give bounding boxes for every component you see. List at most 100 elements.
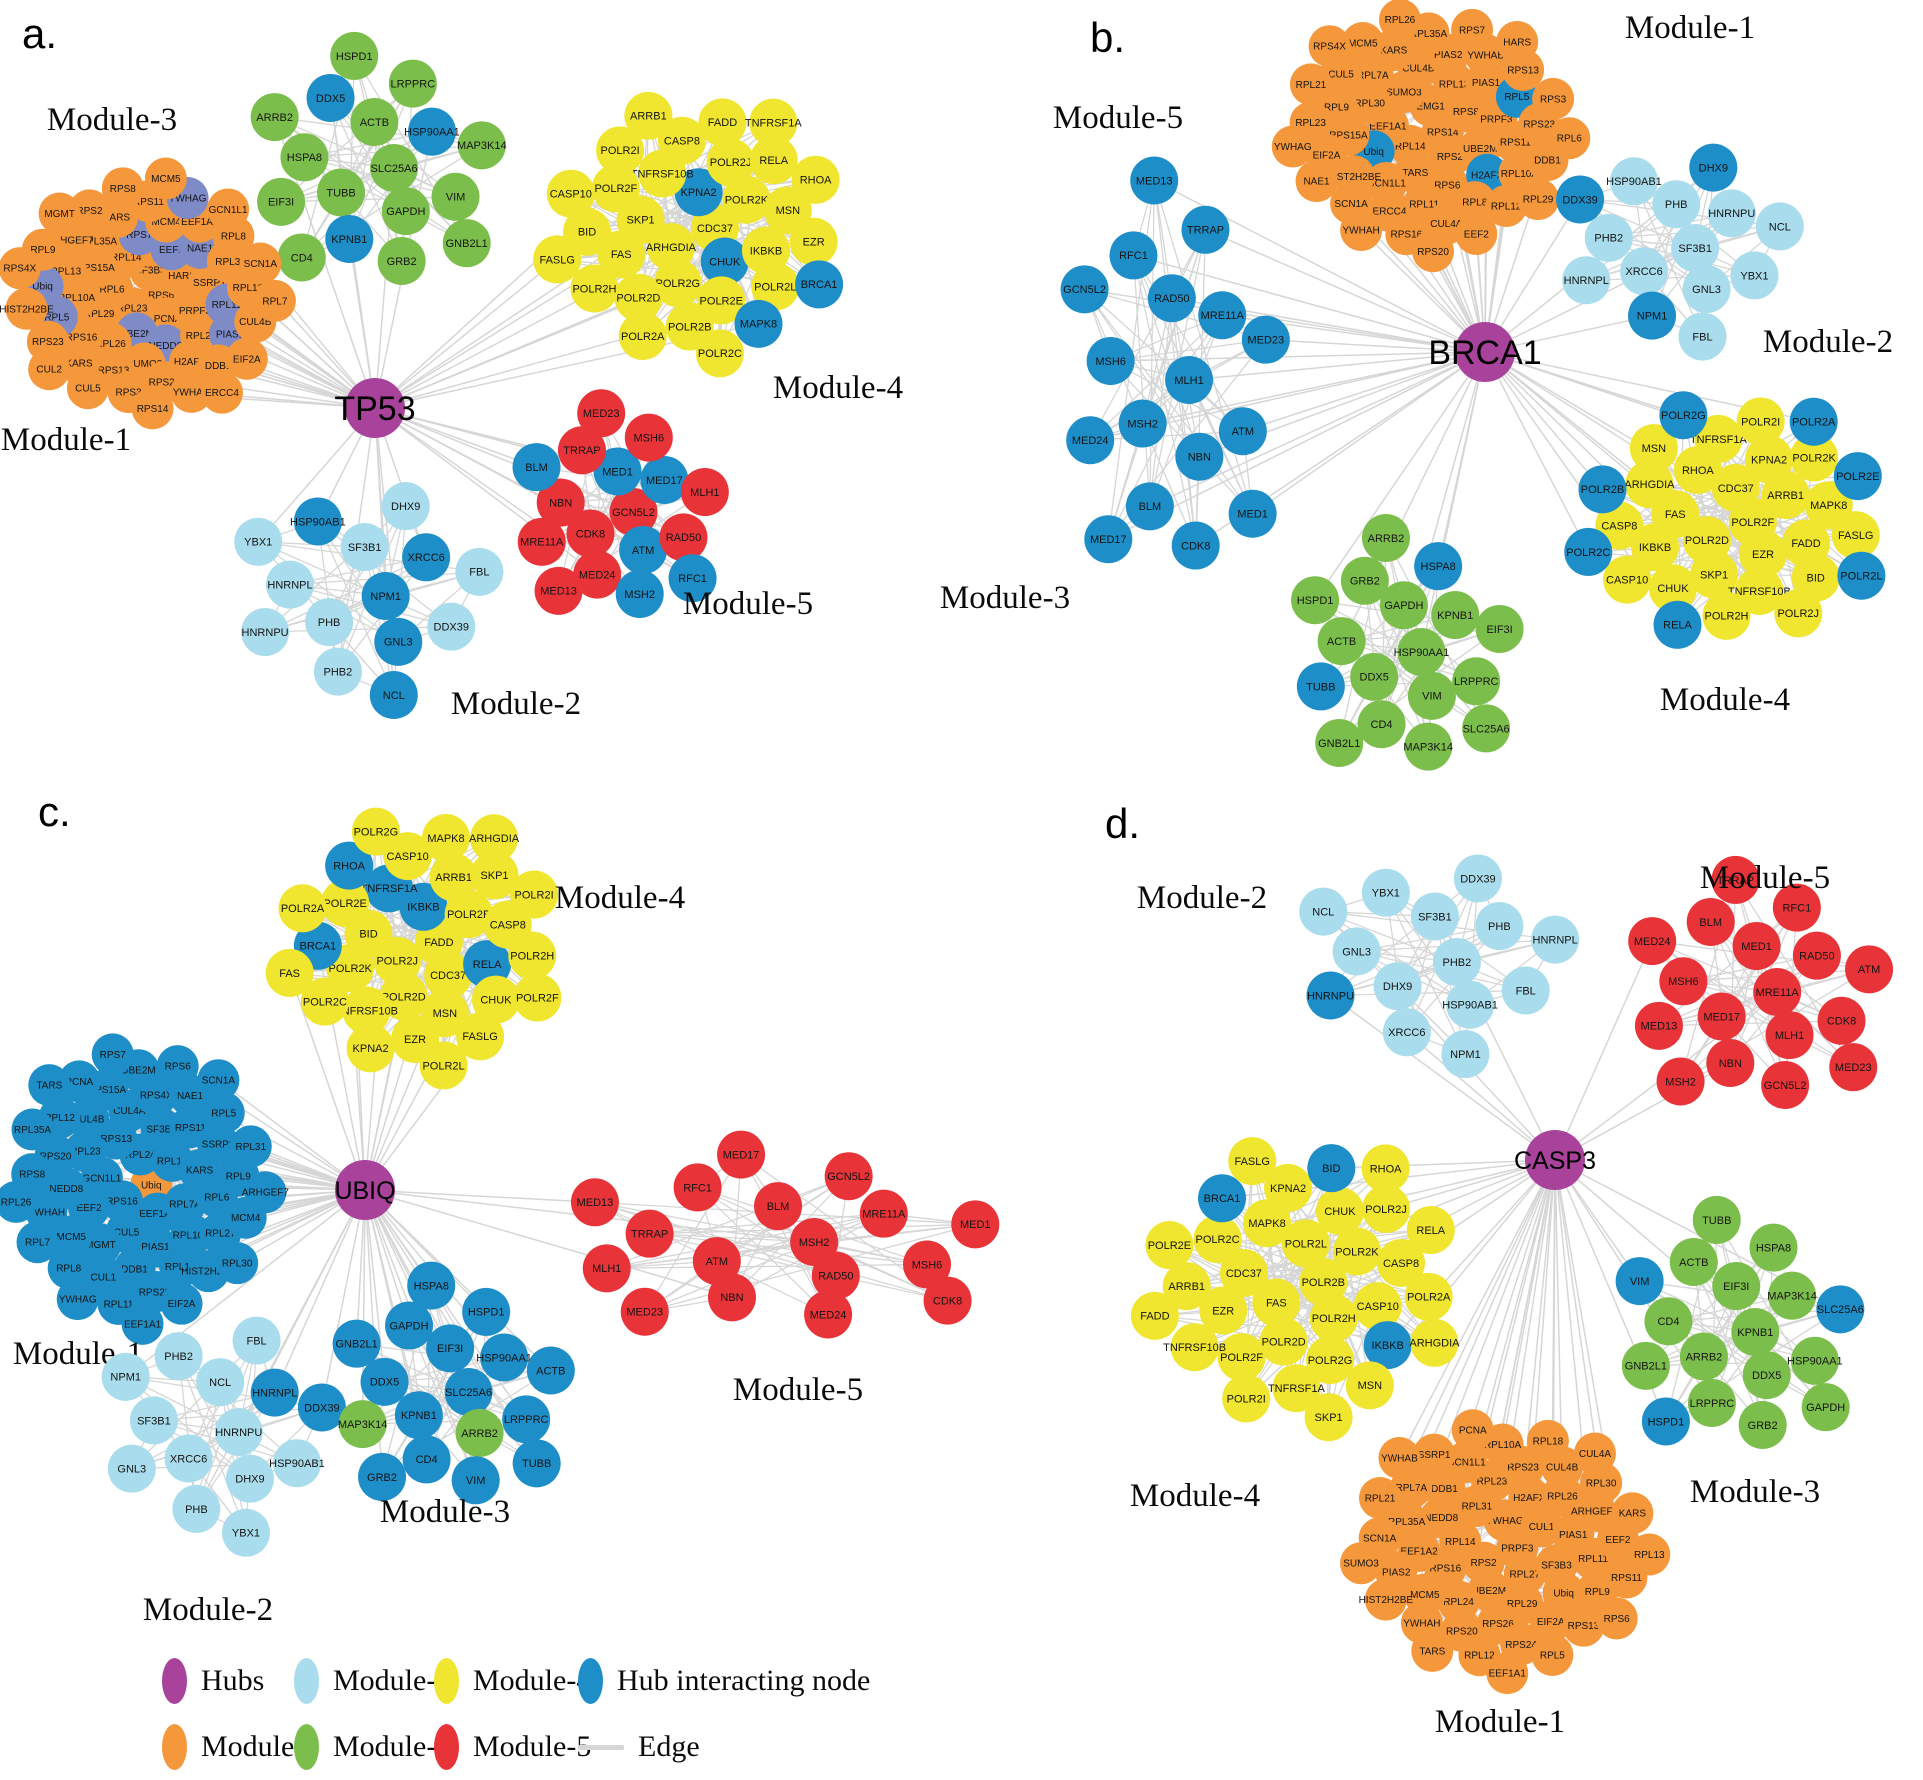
node-POLR2I: POLR2I	[1222, 1374, 1271, 1423]
svg-text:UBIQ: UBIQ	[334, 1177, 395, 1205]
module-5-swatch	[434, 1724, 459, 1770]
node-POLR2A: POLR2A	[618, 311, 667, 360]
node-MED13: MED13	[534, 566, 583, 615]
node-SCN1A: SCN1A	[239, 242, 282, 285]
node-MRE11A: MRE11A	[859, 1189, 908, 1238]
node-TRRAP: TRRAP	[1181, 205, 1230, 254]
node-ACTB: ACTB	[1317, 617, 1366, 666]
node-HNRNPU: HNRNPU	[1707, 189, 1756, 238]
panel-letter: d.	[1105, 800, 1140, 847]
node-RPL31: RPL31	[229, 1125, 272, 1168]
node-PHB2: PHB2	[1584, 213, 1633, 262]
node-MSH6: MSH6	[1086, 336, 1135, 385]
node-CD4: CD4	[1644, 1297, 1693, 1346]
module-label: Module-3	[940, 580, 1070, 616]
node-MAP3K14: MAP3K14	[457, 121, 507, 170]
hub-swatch	[162, 1658, 187, 1704]
legend-item-hub-interacting-node: Hub interacting node	[578, 1658, 870, 1704]
node-PHB: PHB	[305, 598, 354, 647]
node-EZR: EZR	[789, 217, 838, 266]
node-MLH1: MLH1	[680, 468, 729, 517]
node-MCM5: MCM5	[144, 157, 187, 200]
node-HNRNPL: HNRNPL	[250, 1368, 299, 1417]
node-POLR2L: POLR2L	[419, 1041, 468, 1090]
node-HNRNPL: HNRNPL	[1531, 915, 1580, 964]
node-DDX5: DDX5	[1742, 1351, 1791, 1400]
node-GCN5L2: GCN5L2	[1060, 265, 1109, 314]
node-DHX9: DHX9	[1373, 962, 1422, 1011]
node-MED17: MED17	[1697, 992, 1746, 1041]
node-ATM: ATM	[1845, 945, 1894, 994]
module-label: Module-4	[1130, 1478, 1260, 1514]
node-RFC1: RFC1	[673, 1163, 722, 1212]
svg-text:CASP3: CASP3	[1514, 1147, 1596, 1175]
node-VIM: VIM	[431, 172, 480, 221]
node-YBX1: YBX1	[1361, 868, 1410, 917]
legend-item-edge: Edge	[578, 1730, 870, 1764]
node-NCL: NCL	[1755, 202, 1804, 251]
node-CHUK: CHUK	[1315, 1187, 1364, 1236]
node-RPL30: RPL30	[216, 1242, 259, 1285]
node-RPS7: RPS7	[1451, 8, 1494, 51]
node-ARRB2: ARRB2	[1679, 1332, 1728, 1381]
node-DDX5: DDX5	[306, 73, 355, 122]
legend-label: Hub interacting node	[617, 1664, 871, 1697]
module-label: Module-2	[1763, 324, 1893, 360]
node-MRE11A: MRE11A	[1753, 968, 1802, 1016]
node-RPS6: RPS6	[156, 1045, 199, 1088]
node-HSPA8: HSPA8	[1414, 542, 1463, 591]
node-ACTB: ACTB	[1669, 1237, 1718, 1286]
node-NCL: NCL	[369, 671, 418, 720]
node-YWHAG: YWHAG	[1271, 125, 1314, 168]
node-YBX1: YBX1	[221, 1508, 270, 1557]
node-CUL5: CUL5	[66, 367, 109, 410]
node-TRRAP: TRRAP	[625, 1209, 674, 1258]
node-BLM: BLM	[1125, 482, 1174, 531]
node-POLR2F: POLR2F	[513, 973, 562, 1022]
node-GNL3: GNL3	[1682, 265, 1731, 314]
hub-CASP3: CASP3	[1514, 1130, 1596, 1190]
node-HSP90AA1: HSP90AA1	[1787, 1336, 1843, 1385]
node-DHX9: DHX9	[225, 1454, 274, 1503]
node-NCL: NCL	[1299, 887, 1348, 936]
node-GCN5L2: GCN5L2	[824, 1152, 873, 1201]
node-FADD: FADD	[698, 98, 747, 147]
node-EIF3I: EIF3I	[426, 1324, 475, 1373]
node-RPS8: RPS8	[101, 167, 144, 210]
node-MSN: MSN	[1345, 1361, 1394, 1410]
node-MED13: MED13	[1130, 156, 1179, 205]
legend-item-module-4: Module-4	[434, 1658, 591, 1704]
node-HSPA8: HSPA8	[407, 1261, 456, 1310]
node-HNRNPU: HNRNPU	[1306, 971, 1355, 1020]
node-RAD50: RAD50	[1147, 274, 1196, 323]
node-LRPPRC: LRPPRC	[388, 59, 437, 108]
node-FBL: FBL	[455, 547, 504, 596]
legend-label: Edge	[638, 1730, 700, 1763]
node-HSPD1: HSPD1	[330, 31, 379, 80]
node-MED17: MED17	[717, 1130, 766, 1179]
node-HARS: HARS	[1496, 20, 1539, 63]
module-1-swatch	[162, 1724, 187, 1770]
node-POLR2G: POLR2G	[1659, 391, 1708, 440]
node-NBN: NBN	[1175, 432, 1224, 481]
node-YWHAG: YWHAG	[56, 1278, 99, 1321]
node-HSPA8: HSPA8	[280, 133, 329, 182]
edge-swatch	[578, 1744, 624, 1750]
node-HSPD1: HSPD1	[462, 1287, 511, 1336]
node-MLH1: MLH1	[1765, 1011, 1814, 1060]
node-RPL21: RPL21	[1358, 1476, 1401, 1519]
node-EIF2A: EIF2A	[225, 337, 268, 380]
module-label: Module-5	[1700, 860, 1830, 896]
module-label: Module-4	[1660, 682, 1790, 718]
node-RPS7: RPS7	[91, 1033, 134, 1076]
module-label: Module-5	[1053, 100, 1183, 136]
node-HSP90AB1: HSP90AB1	[290, 497, 346, 546]
node-GNL3: GNL3	[107, 1444, 156, 1493]
module-label: Module-4	[773, 370, 903, 406]
legend-label: Module-2	[333, 1664, 452, 1697]
node-GRB2: GRB2	[1340, 556, 1389, 605]
node-MSH2: MSH2	[1656, 1057, 1705, 1106]
node-SLC25A6: SLC25A6	[370, 144, 419, 192]
